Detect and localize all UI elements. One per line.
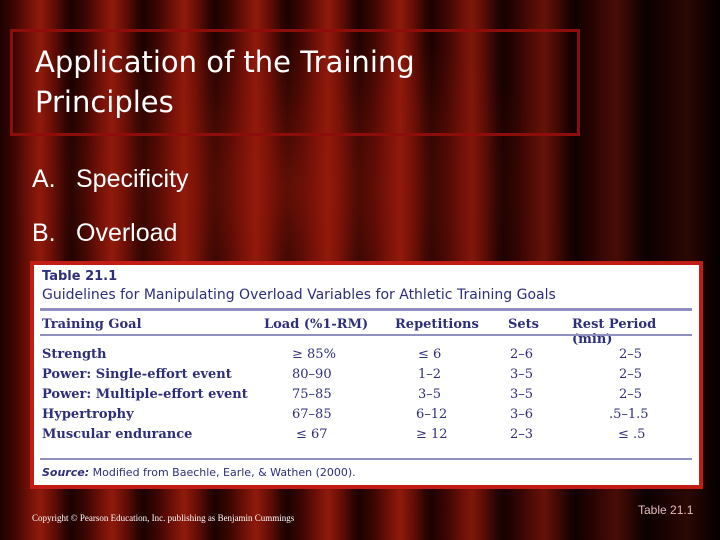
bullet-text: Specificity xyxy=(76,165,189,193)
table-rule-header xyxy=(40,334,692,336)
header-load: Load (%1-RM) xyxy=(264,317,369,332)
cell-load: 75–85 xyxy=(292,387,332,402)
cell-sets: 2–6 xyxy=(510,347,534,362)
header-repetitions: Repetitions xyxy=(395,317,479,332)
cell-reps: 3–5 xyxy=(418,387,442,402)
cell-reps: ≤ 6 xyxy=(418,347,442,362)
cell-goal: Power: Multiple-effort event xyxy=(42,387,248,402)
source-text: Modified from Baechle, Earle, & Wathen (… xyxy=(89,466,356,479)
cell-load: ≥ 85% xyxy=(292,347,336,362)
bullet-marker: B. xyxy=(32,219,56,247)
cell-goal: Power: Single-effort event xyxy=(42,367,232,382)
header-sets: Sets xyxy=(508,317,539,332)
cell-rest: 2–5 xyxy=(619,367,643,382)
source-label: Source: xyxy=(42,466,90,479)
bullet-specificity: A. Specificity xyxy=(32,165,189,194)
cell-reps: ≥ 12 xyxy=(416,427,448,442)
table-caption: Guidelines for Manipulating Overload Var… xyxy=(42,287,556,303)
cell-reps: 1–2 xyxy=(418,367,442,382)
bullet-marker: A. xyxy=(32,165,56,193)
table-rule-top xyxy=(40,308,692,311)
cell-sets: 2–3 xyxy=(510,427,534,442)
slide-title: Application of the Training Principles xyxy=(35,42,555,122)
bullet-overload: B. Overload xyxy=(32,219,177,248)
cell-goal: Strength xyxy=(42,347,107,362)
cell-goal: Muscular endurance xyxy=(42,427,193,442)
cell-rest: ≤ .5 xyxy=(618,427,646,442)
cell-load: 67–85 xyxy=(292,407,332,422)
cell-rest: 2–5 xyxy=(619,387,643,402)
cell-load: ≤ 67 xyxy=(296,427,328,442)
header-training-goal: Training Goal xyxy=(42,317,142,332)
cell-sets: 3–6 xyxy=(510,407,534,422)
copyright-footer: Copyright © Pearson Education, Inc. publ… xyxy=(32,513,295,523)
table-rule-bottom xyxy=(40,458,692,460)
cell-reps: 6–12 xyxy=(416,407,448,422)
cell-goal: Hypertrophy xyxy=(42,407,134,422)
cell-sets: 3–5 xyxy=(510,367,534,382)
title-box: Application of the Training Principles xyxy=(10,29,580,136)
slide-title-line-2: Principles xyxy=(35,85,174,119)
cell-sets: 3–5 xyxy=(510,387,534,402)
table-number: Table 21.1 xyxy=(42,269,118,284)
header-rest-period: Rest Period (min) xyxy=(572,317,657,347)
cell-load: 80–90 xyxy=(292,367,332,382)
table-image: Table 21.1 Guidelines for Manipulating O… xyxy=(30,261,703,489)
table-reference: Table 21.1 xyxy=(638,503,694,517)
table-source: Source: Modified from Baechle, Earle, & … xyxy=(42,466,356,479)
cell-rest: 2–5 xyxy=(619,347,643,362)
bullet-text: Overload xyxy=(76,219,178,247)
cell-rest: .5–1.5 xyxy=(609,407,649,422)
slide-title-line-1: Application of the Training xyxy=(35,45,415,79)
